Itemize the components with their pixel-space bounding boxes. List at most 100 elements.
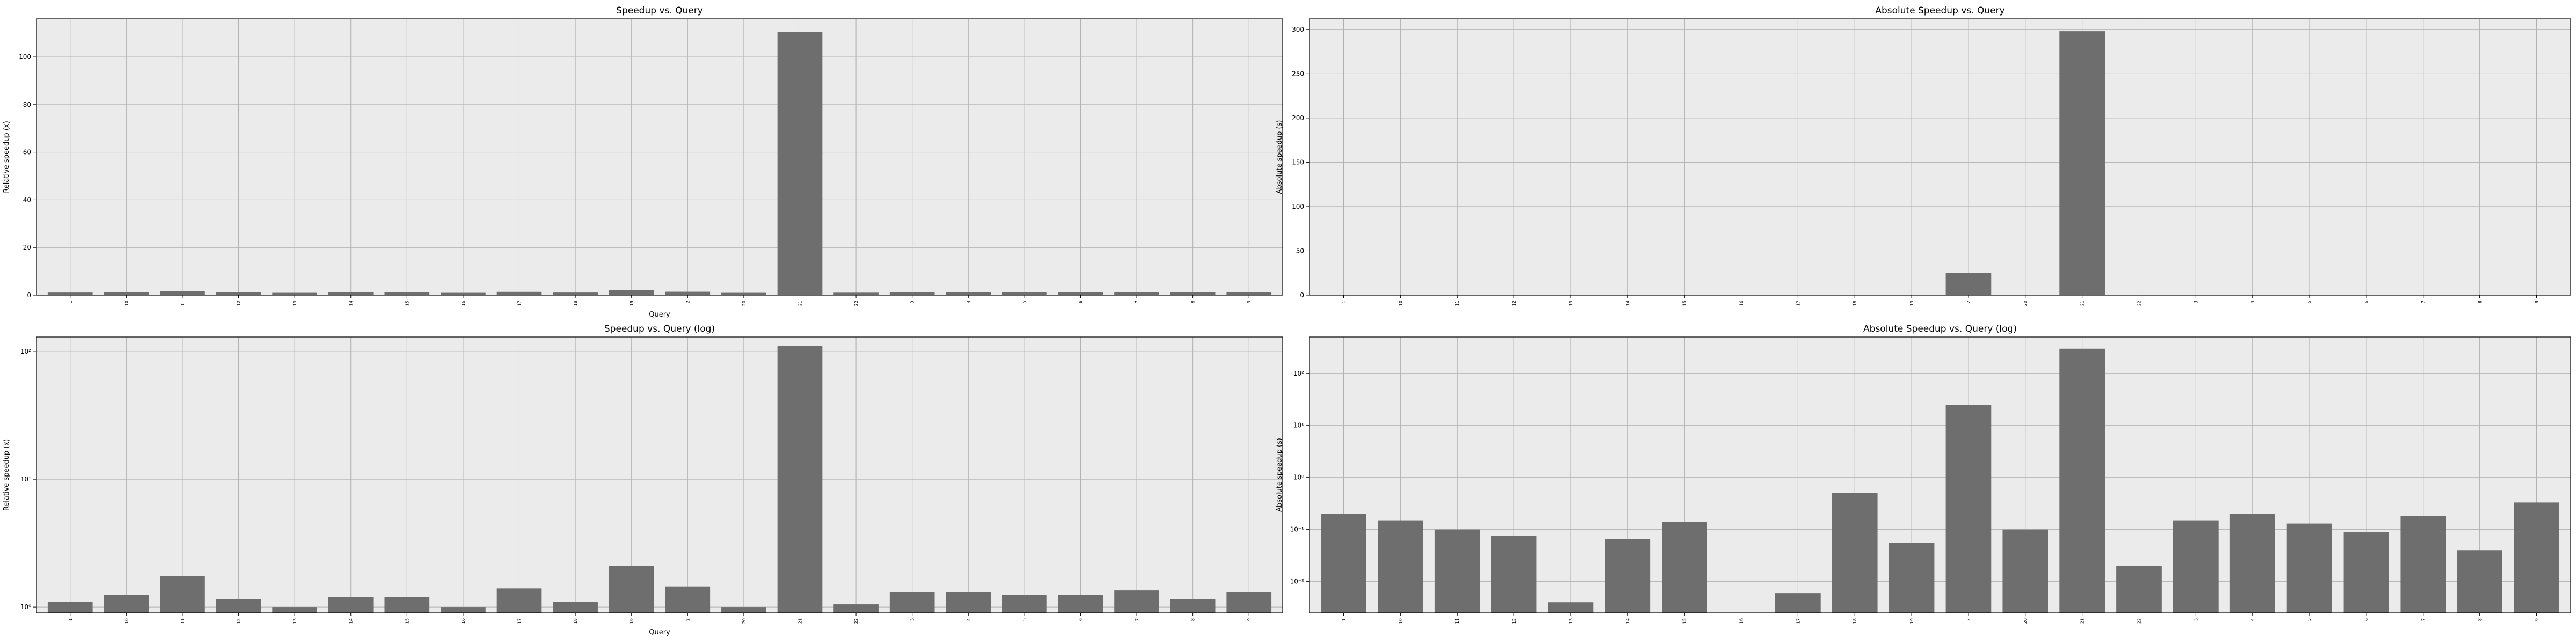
bar-query-1: [47, 602, 93, 613]
x-tick-label: 6: [1078, 301, 1083, 303]
x-tick-label: 3: [2193, 301, 2198, 303]
bar-query-11: [160, 576, 205, 613]
x-tick-label: 12: [237, 301, 241, 306]
axes-frame: [1309, 336, 2571, 613]
x-tick-label: 9: [2534, 301, 2539, 303]
chart-panel-3: 10⁰ 10¹ 10² 1 10 11 12 13 14 15 16 17 18 19 2 20 21 22 3 4 5…: [3, 324, 1283, 636]
y-tick-label: 60: [23, 149, 31, 156]
bar-query-10: [104, 292, 149, 295]
x-tick-label: 5: [2307, 301, 2312, 303]
bar-query-8: [2457, 550, 2502, 613]
bar-query-9: [2514, 502, 2559, 613]
bar-query-15: [384, 597, 430, 613]
y-axis-label: Absolute speedup (s): [1276, 120, 1284, 194]
bar-query-5: [2286, 523, 2332, 613]
bar-query-8: [1170, 599, 1216, 613]
x-tick-label: 2: [1966, 301, 1971, 303]
x-tick-label: 15: [405, 618, 409, 624]
x-tick-label: 16: [1739, 618, 1744, 624]
bar-query-9: [1226, 592, 1272, 613]
x-tick-label: 22: [854, 301, 859, 306]
y-tick-label: 10⁰: [1293, 474, 1304, 481]
x-tick-label: 6: [1078, 618, 1083, 621]
bar-query-19: [609, 566, 654, 613]
y-tick-label: 250: [1292, 70, 1304, 77]
x-tick-label: 9: [1247, 301, 1252, 303]
bar-query-20: [721, 292, 766, 295]
x-tick-label: 15: [1682, 301, 1687, 306]
x-tick-label: 17: [1796, 301, 1801, 306]
bar-query-12: [1491, 536, 1537, 613]
x-tick-label: 18: [1853, 301, 1857, 306]
bar-query-13: [1548, 602, 1594, 613]
x-tick-label: 20: [2023, 618, 2028, 624]
y-tick-label: 10²: [1293, 370, 1304, 377]
x-tick-label: 14: [349, 301, 354, 306]
bar-query-6: [2343, 532, 2389, 613]
x-tick-label: 7: [1135, 618, 1139, 621]
bar-query-11: [160, 291, 205, 295]
x-tick-label: 13: [292, 301, 297, 306]
bar-query-21: [2059, 348, 2105, 613]
x-tick-label: 5: [1022, 618, 1027, 621]
x-tick-label: 20: [2023, 301, 2028, 306]
x-tick-label: 14: [1626, 618, 1630, 624]
chart-title: Absolute Speedup vs. Query: [1875, 5, 2004, 16]
bar-query-7: [2400, 516, 2446, 613]
x-tick-label: 16: [1739, 301, 1744, 306]
x-tick-label: 8: [1191, 618, 1196, 621]
x-tick-label: 7: [2421, 301, 2426, 303]
y-tick-label: 0: [1300, 291, 1304, 299]
x-tick-label: 17: [517, 618, 522, 624]
y-axis-label: Absolute speedup (s): [1276, 438, 1284, 512]
bar-query-5: [1002, 292, 1047, 295]
x-tick-label: 5: [2307, 618, 2312, 621]
bar-query-2: [1945, 273, 1992, 295]
bar-query-15: [1662, 522, 1707, 613]
x-tick-label: 19: [630, 618, 634, 624]
y-tick-label: 150: [1292, 158, 1304, 166]
x-tick-label: 17: [1796, 618, 1801, 624]
x-tick-label: 21: [2080, 301, 2085, 306]
x-tick-label: 10: [1398, 301, 1403, 306]
plot-background: [1309, 19, 2571, 295]
bar-query-1: [1321, 514, 1366, 613]
x-tick-label: 9: [1247, 618, 1252, 621]
x-tick-label: 11: [180, 618, 185, 624]
x-tick-label: 12: [237, 618, 241, 624]
bar-query-3: [2173, 520, 2219, 613]
x-tick-label: 18: [573, 301, 578, 306]
x-tick-label: 16: [461, 301, 466, 306]
x-tick-label: 2: [685, 618, 690, 621]
axes-frame: [36, 18, 1283, 296]
x-tick-label: 15: [1682, 618, 1687, 624]
x-tick-label: 19: [1909, 618, 1914, 624]
x-tick-label: 13: [292, 618, 297, 624]
x-tick-label: 14: [1626, 301, 1630, 306]
plot-background: [36, 337, 1283, 613]
bar-query-20: [721, 607, 766, 613]
x-axis-label: Query: [649, 311, 670, 319]
x-tick-label: 19: [630, 301, 634, 306]
bar-query-10: [104, 595, 149, 613]
plot-background: [36, 19, 1283, 295]
bar-query-3: [889, 292, 935, 295]
chart-panel-1: 0 20 40 60 80 100 1 10 11 12 13 14 15 16 17 18 19 2 20 21 22…: [3, 5, 1283, 319]
x-tick-label: 4: [966, 301, 971, 303]
chart-panel-2: 0 50 100 150 200 250 300 1 10 11 12 13 14 15 16 17 18 19 2…: [1276, 5, 2571, 306]
x-tick-label: 2: [685, 301, 690, 303]
x-tick-label: 10: [124, 301, 129, 306]
bar-query-13: [272, 607, 317, 613]
x-tick-label: 4: [2250, 301, 2255, 303]
bar-query-4: [946, 292, 991, 295]
x-tick-label: 7: [2421, 618, 2426, 621]
bar-query-19: [609, 290, 654, 295]
x-tick-label: 5: [1022, 301, 1027, 303]
x-tick-label: 13: [1569, 618, 1574, 624]
x-tick-label: 12: [1512, 618, 1517, 624]
y-tick-label: 10⁰: [20, 603, 31, 611]
y-axis-label: Relative speedup (x): [3, 439, 11, 511]
x-tick-label: 3: [910, 301, 915, 303]
